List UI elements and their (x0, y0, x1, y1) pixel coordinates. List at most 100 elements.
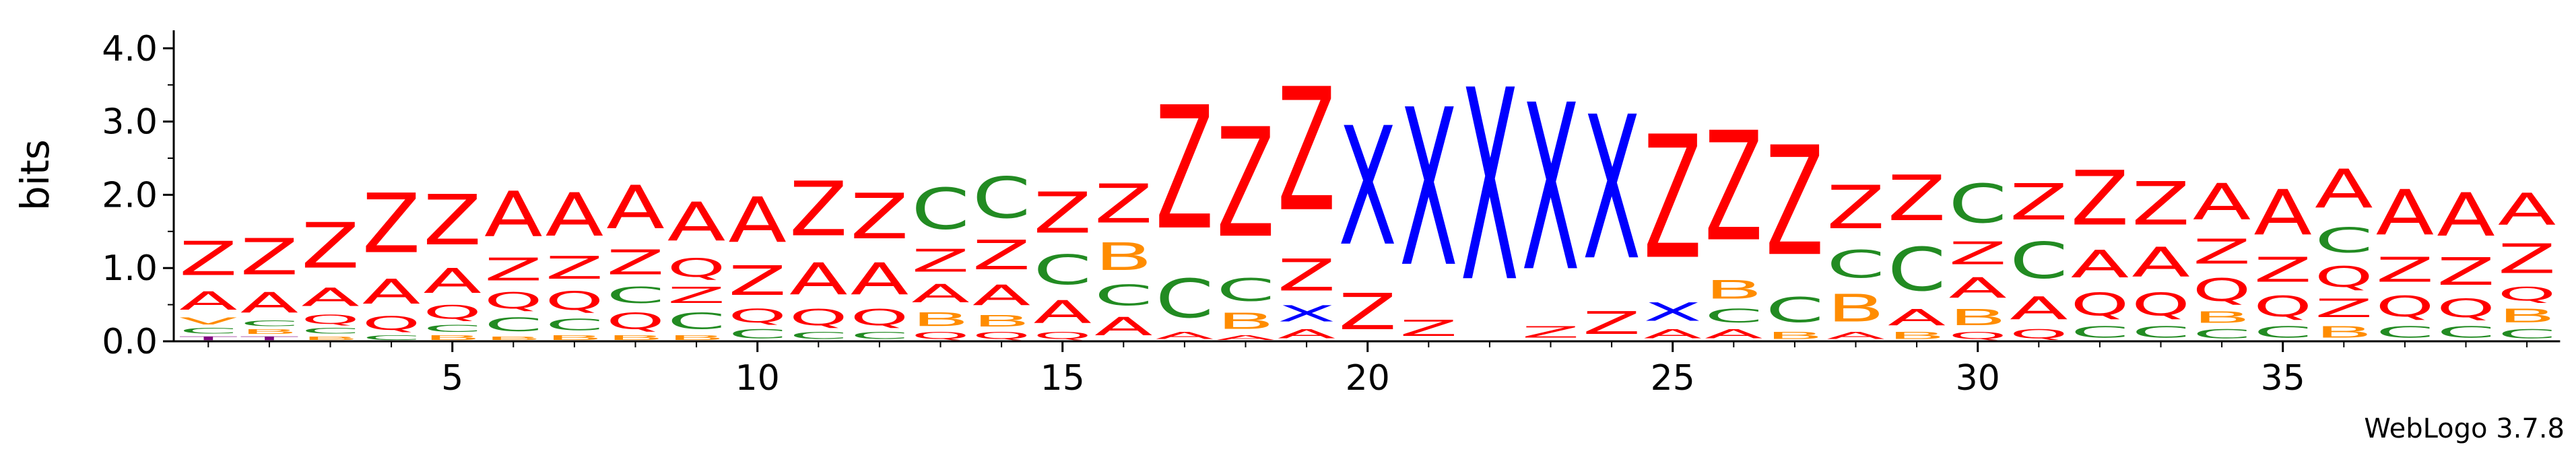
logo-glyph-q: Q (2071, 287, 2129, 323)
logo-glyph-a: A (2193, 174, 2251, 232)
logo-glyph-a: A (240, 287, 299, 319)
logo-glyph-z: Z (2376, 250, 2435, 289)
logo-glyph-a: A (1888, 305, 1946, 331)
logo-column: X (1461, 36, 1519, 341)
logo-glyph-q: Q (2498, 283, 2556, 304)
logo-glyph-c: C (2253, 323, 2312, 341)
logo-glyph-c: C (2010, 232, 2068, 291)
logo-glyph-x: X (1583, 75, 1641, 304)
logo-glyph-a: A (728, 184, 787, 257)
logo-glyph-b: B (1094, 236, 1153, 279)
logo-glyph-z: Z (2010, 174, 2068, 232)
logo-glyph-b: B (911, 308, 970, 331)
logo-glyph-q: Q (2315, 261, 2373, 294)
logo-glyph-c: C (2071, 323, 2129, 341)
x-tick-label: 5 (441, 358, 463, 399)
logo-glyph-c: C (423, 323, 482, 334)
logo-glyph-a: A (1278, 326, 1336, 341)
logo-glyph-a: A (789, 254, 848, 305)
logo-glyph-c: C (1156, 268, 1214, 331)
logo-glyph-z: Z (1583, 305, 1641, 341)
logo-glyph-b: B (423, 334, 482, 341)
logo-glyph-c: C (546, 316, 604, 334)
y-tick-label: 4.0 (102, 29, 158, 69)
logo-glyph-q: Q (2437, 294, 2495, 323)
logo-glyph-b: B (2498, 305, 2556, 327)
logo-glyph-q: Q (2253, 290, 2312, 323)
logo-glyph-x: X (1278, 301, 1336, 326)
logo-glyph-a: A (1156, 331, 1214, 341)
logo-glyph-z: Z (2071, 155, 2129, 242)
logo-column: ZX (1338, 94, 1397, 341)
logo-column: ACZ (1156, 70, 1214, 341)
logo-glyph-a: A (2071, 243, 2129, 287)
logo-glyph-b: B (2193, 308, 2251, 326)
x-tick-label: 35 (2261, 358, 2305, 399)
logo-glyph-z: Z (2132, 170, 2190, 239)
logo-glyph-a: A (1643, 326, 1702, 341)
logo-glyph-a: A (301, 283, 360, 312)
logo-glyph-t: T (240, 335, 298, 341)
logo-glyph-b: B (606, 334, 665, 341)
logo-glyph-z: Z (606, 242, 665, 282)
y-tick-label: 3.0 (102, 102, 158, 143)
logo-glyph-a: A (1094, 312, 1153, 341)
logo-glyph-a: A (423, 261, 482, 301)
logo-glyph-q: Q (484, 288, 543, 314)
logo-glyph-c: C (1826, 242, 1885, 286)
logo-glyph-b: B (546, 334, 604, 341)
logo-glyph-z: Z (2498, 236, 2556, 283)
logo-glyph-q: Q (911, 331, 970, 341)
logo-glyph-z: Z (972, 232, 1031, 279)
logo-glyph-z: Z (1156, 70, 1214, 267)
x-tick-label: 20 (1346, 358, 1390, 399)
logo-glyph-b: B (1216, 308, 1275, 334)
logo-glyph-a: A (606, 173, 665, 242)
logo-glyph-a: A (1033, 294, 1092, 331)
logo-stacks: TCVAZTBCAZBCQAZCQAZBCQAZBCQZABCQZABQCZAB… (179, 36, 2556, 341)
logo-glyph-c: C (2315, 221, 2373, 261)
logo-glyph-c: C (1033, 246, 1092, 294)
x-tick-label: 25 (1651, 358, 1695, 399)
logo-column: ZX (1399, 64, 1458, 341)
logo-column: ZX (1521, 57, 1580, 341)
y-axis: 0.0 1.0 2.0 3.0 4.0 (102, 29, 175, 362)
logo-glyph-z: Z (1399, 316, 1458, 341)
logo-glyph-b: B (1888, 331, 1946, 341)
logo-glyph-q: Q (728, 305, 787, 326)
logo-glyph-q: Q (972, 331, 1031, 341)
logo-glyph-a: A (1705, 326, 1763, 341)
logo-glyph-v: V (179, 316, 238, 326)
logo-glyph-c: C (728, 326, 787, 341)
logo-glyph-c: C (667, 309, 726, 335)
logo-glyph-c: C (484, 314, 543, 335)
x-tick-label: 10 (735, 358, 780, 399)
logo-glyph-b: B (1826, 287, 1885, 331)
logo-glyph-z: Z (789, 166, 848, 254)
logo-glyph-c: C (972, 166, 1031, 231)
logo-glyph-b: B (667, 334, 726, 341)
logo-glyph-c: C (1948, 173, 2007, 236)
logo-glyph-c: C (851, 331, 909, 341)
logo-glyph-z: Z (484, 252, 543, 288)
logo-glyph-q: Q (2132, 287, 2190, 323)
logo-glyph-x: X (1521, 57, 1580, 322)
logo-glyph-a: A (484, 178, 543, 251)
logo-glyph-z: Z (423, 180, 482, 261)
logo-column: BCZ (1766, 115, 1824, 342)
logo-glyph-z: Z (2253, 250, 2312, 289)
logo-glyph-c: C (606, 283, 665, 308)
